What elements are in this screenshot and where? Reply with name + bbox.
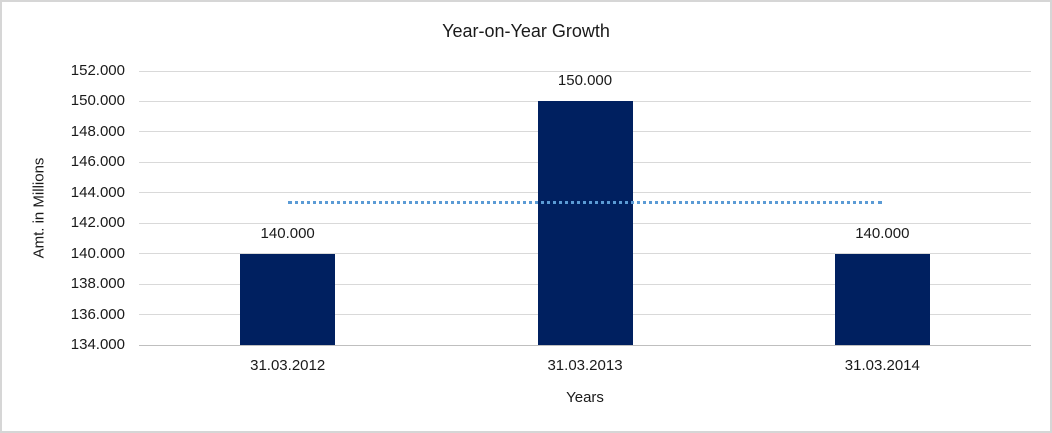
y-axis-tick-label: 134.000 <box>70 336 125 353</box>
y-axis-tick-label: 152.000 <box>70 62 125 79</box>
y-axis-tick-label: 140.000 <box>70 244 125 262</box>
chart-title: Year-on-Year Growth <box>442 21 610 41</box>
gridline <box>139 70 1031 72</box>
y-axis-tick-label: 146.000 <box>70 153 125 171</box>
y-axis-title: Amt. in Millions <box>30 157 48 259</box>
bar-data-label: 150.000 <box>557 72 613 90</box>
y-axis-tick-label: 136.000 <box>70 305 125 323</box>
bar-data-label: 140.000 <box>260 224 315 242</box>
bar <box>240 253 336 345</box>
x-axis-title: Years <box>566 389 604 406</box>
x-axis-tick-label: 31.03.2014 <box>844 357 920 374</box>
x-axis-tick-label: 31.03.2013 <box>547 357 623 374</box>
average-dotted-line <box>287 200 883 204</box>
x-axis-line <box>139 345 1031 346</box>
bar-data-label: 140.000 <box>855 224 910 242</box>
y-axis-tick-label: 148.000 <box>70 122 125 140</box>
bar <box>537 101 633 345</box>
y-axis-tick-label: 142.000 <box>70 214 125 232</box>
bar <box>834 253 930 345</box>
y-axis-tick-label: 150.000 <box>70 92 125 110</box>
x-axis-tick-label: 31.03.2012 <box>250 357 326 374</box>
y-axis-tick-label: 138.000 <box>70 275 125 293</box>
y-axis-tick-label: 144.000 <box>70 183 125 201</box>
